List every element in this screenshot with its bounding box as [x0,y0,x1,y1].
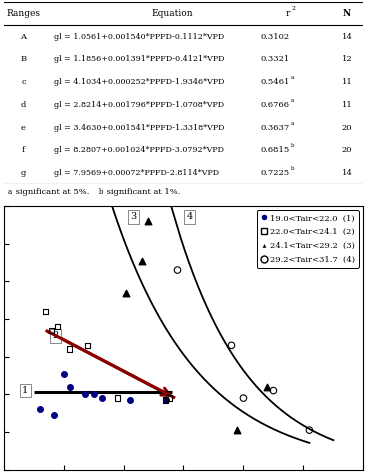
Text: b: b [291,166,294,171]
Text: b: b [291,143,294,148]
Text: 0.6815: 0.6815 [260,146,290,154]
Text: significant at 1%.: significant at 1%. [104,188,181,196]
Text: gl = 1.1856+0.001391*PPFD-0.4121*VPD: gl = 1.1856+0.001391*PPFD-0.4121*VPD [54,55,225,63]
Text: 0.6766: 0.6766 [261,101,290,109]
Text: N: N [343,9,351,18]
Text: 0.5461: 0.5461 [260,78,290,86]
Text: gl = 7.9569+0.00072*PPFD-2.8114*VPD: gl = 7.9569+0.00072*PPFD-2.8114*VPD [54,169,219,177]
Text: 2: 2 [52,331,58,340]
Text: gl = 2.8214+0.001796*PPFD-1.0708*VPD: gl = 2.8214+0.001796*PPFD-1.0708*VPD [54,101,224,109]
Legend: 19.0<Tair<22.0  (1), 22.0<Tair<24.1  (2), 24.1<Tair<29.2  (3), 29.2<Tair<31.7  (: 19.0<Tair<22.0 (1), 22.0<Tair<24.1 (2), … [257,210,359,268]
Text: d: d [21,101,26,109]
Point [123,289,129,296]
Text: 0.3102: 0.3102 [261,33,290,41]
Point [99,394,105,402]
Text: gl = 4.1034+0.000252*PPFD-1.9346*VPD: gl = 4.1034+0.000252*PPFD-1.9346*VPD [54,78,225,86]
Text: 20: 20 [342,146,352,154]
Text: 12: 12 [342,55,352,63]
Text: a: a [291,98,294,103]
Text: A: A [21,33,26,41]
Point [163,396,168,404]
Text: significant at 5%.: significant at 5%. [12,188,94,196]
Point [145,217,150,225]
Point [240,394,246,402]
Point [265,383,270,390]
Text: g: g [21,169,26,177]
Text: a: a [7,188,11,196]
Text: f: f [22,146,25,154]
Point [85,342,91,349]
Text: gl = 1.0561+0.001540*PPFD-0.1112*VPD: gl = 1.0561+0.001540*PPFD-0.1112*VPD [54,33,224,41]
Text: 11: 11 [342,101,353,109]
Point [61,370,66,378]
Text: 0.3321: 0.3321 [260,55,290,63]
Text: 11: 11 [342,78,353,86]
Point [139,257,145,264]
Point [67,383,73,390]
Text: gl = 8.2807+0.001024*PPFD-3.0792*VPD: gl = 8.2807+0.001024*PPFD-3.0792*VPD [54,146,224,154]
Text: 14: 14 [342,33,353,41]
Text: 20: 20 [342,124,352,132]
Text: 3: 3 [130,212,136,221]
Point [115,394,120,402]
Text: gl = 3.4630+0.001541*PPFD-1.3318*VPD: gl = 3.4630+0.001541*PPFD-1.3318*VPD [54,124,225,132]
Point [82,390,88,398]
Text: 0.3637: 0.3637 [260,124,290,132]
Text: 0.7225: 0.7225 [261,169,290,177]
Point [270,387,276,394]
Text: 1: 1 [22,386,28,395]
Point [49,327,55,334]
Text: 4: 4 [186,212,193,221]
Text: e: e [21,124,26,132]
Text: a: a [291,75,294,80]
Text: Ranges: Ranges [7,9,40,18]
Text: 2: 2 [291,6,295,11]
Text: c: c [21,78,26,86]
Text: Equation: Equation [152,9,193,18]
Point [163,396,168,404]
Text: b: b [99,188,103,196]
Text: B: B [21,55,26,63]
Text: 14: 14 [342,169,353,177]
Text: r: r [285,9,290,18]
Text: a: a [291,120,294,126]
Point [166,394,172,402]
Point [55,323,61,330]
Point [43,308,48,315]
Point [127,396,132,404]
Point [91,390,97,398]
Point [37,405,43,413]
Point [175,266,181,274]
Point [235,426,240,434]
Point [51,411,57,419]
Point [67,346,73,353]
Point [229,342,235,349]
Point [306,426,312,434]
